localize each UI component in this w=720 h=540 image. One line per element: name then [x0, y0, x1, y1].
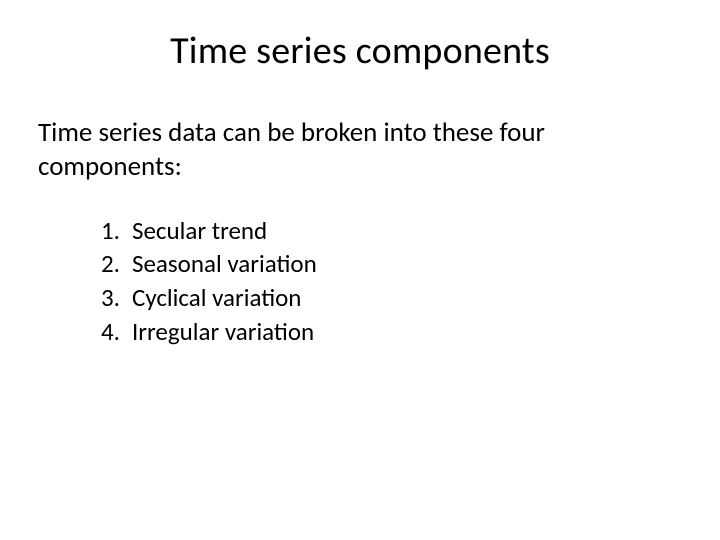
list-number: 4. [94, 315, 132, 349]
list-text: Irregular variation [132, 315, 682, 349]
slide-title: Time series components [38, 28, 682, 74]
list-item: 3. Cyclical variation [94, 281, 682, 315]
list-text: Cyclical variation [132, 281, 682, 315]
list-item: 4. Irregular variation [94, 315, 682, 349]
list-number: 3. [94, 281, 132, 315]
list-text: Secular trend [132, 214, 682, 248]
list-number: 2. [94, 247, 132, 281]
intro-text: Time series data can be broken into thes… [38, 116, 682, 184]
list-text: Seasonal variation [132, 247, 682, 281]
list-number: 1. [94, 214, 132, 248]
slide-container: Time series components Time series data … [0, 0, 720, 540]
list-item: 1. Secular trend [94, 214, 682, 248]
components-list: 1. Secular trend 2. Seasonal variation 3… [38, 214, 682, 349]
list-item: 2. Seasonal variation [94, 247, 682, 281]
